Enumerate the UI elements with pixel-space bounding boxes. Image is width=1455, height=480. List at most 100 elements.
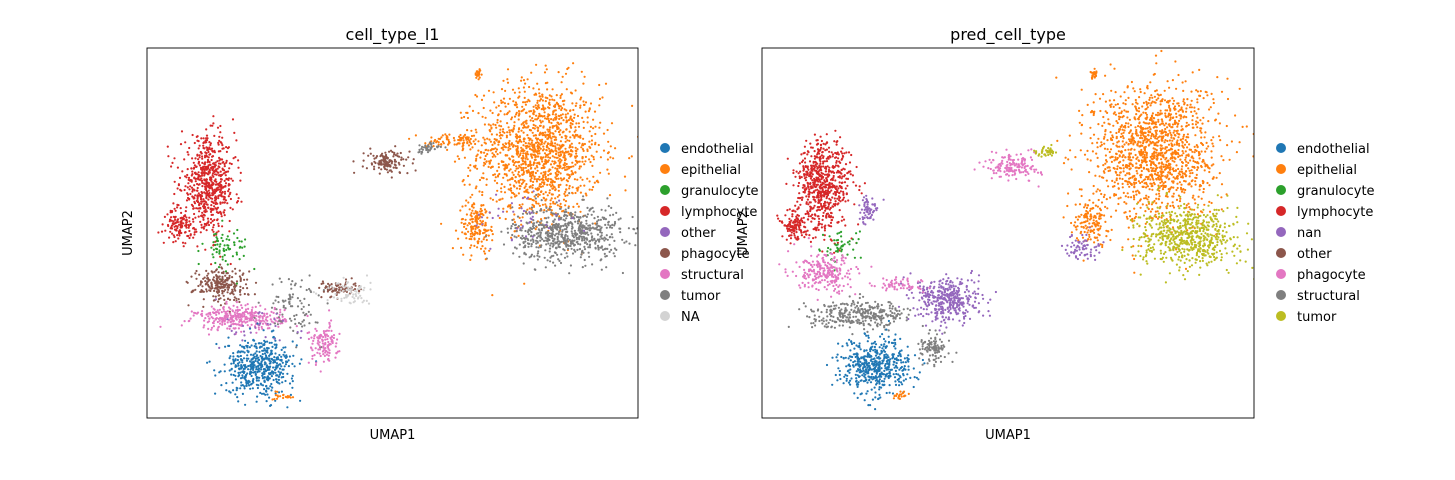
data-point (506, 179, 509, 182)
data-point (594, 240, 598, 243)
data-point (440, 222, 443, 225)
data-point (582, 215, 585, 218)
data-point (536, 101, 539, 104)
data-point (255, 365, 258, 368)
data-point (566, 194, 569, 197)
data-point (309, 289, 312, 292)
data-point (556, 143, 559, 146)
data-point (213, 179, 216, 182)
data-point (553, 234, 557, 237)
data-point (208, 191, 211, 195)
data-point (503, 131, 506, 134)
data-point (185, 199, 189, 202)
data-point (293, 284, 296, 287)
data-point (263, 368, 266, 371)
data-point (326, 358, 330, 361)
data-point (435, 141, 438, 144)
data-point (462, 139, 465, 142)
data-point (213, 218, 216, 221)
data-point (581, 157, 584, 160)
data-point (218, 281, 221, 284)
data-point (176, 219, 179, 222)
data-point (212, 311, 215, 315)
data-point (270, 330, 273, 333)
data-point (455, 143, 458, 146)
data-point (201, 161, 204, 164)
data-point (461, 231, 464, 234)
data-point (480, 176, 483, 179)
data-point (241, 361, 244, 364)
data-point (209, 153, 212, 156)
data-point (574, 231, 577, 234)
data-point (544, 203, 547, 206)
data-point (215, 313, 218, 316)
data-point (190, 275, 193, 278)
data-point (231, 179, 234, 182)
data-point (330, 319, 333, 322)
data-point (207, 173, 210, 176)
data-point (578, 248, 581, 251)
data-point (549, 178, 552, 181)
data-point (524, 142, 527, 145)
data-point (253, 267, 256, 271)
data-point (516, 215, 520, 218)
data-point (511, 176, 514, 179)
data-point (203, 202, 206, 205)
data-point (214, 261, 217, 265)
data-point (526, 150, 529, 153)
cluster-epithelial (408, 128, 511, 151)
data-point (243, 320, 246, 323)
data-point (549, 244, 552, 247)
data-point (1186, 133, 1189, 136)
data-point (498, 124, 501, 127)
data-point (539, 236, 543, 239)
data-point (533, 145, 536, 149)
data-point (570, 227, 574, 230)
data-point (555, 227, 558, 230)
data-point (526, 134, 529, 137)
data-point (204, 280, 207, 283)
data-point (481, 223, 484, 226)
data-point (509, 183, 512, 186)
data-point (582, 232, 585, 235)
data-point (554, 130, 557, 133)
data-point (529, 160, 532, 163)
data-point (388, 159, 391, 162)
data-point (369, 281, 372, 284)
data-point (604, 247, 607, 250)
data-point (549, 226, 553, 229)
data-point (227, 297, 230, 300)
data-point (384, 153, 388, 157)
data-point (347, 286, 350, 289)
data-point (205, 194, 208, 197)
data-point (217, 285, 220, 288)
data-point (261, 322, 265, 325)
data-point (580, 96, 583, 99)
data-point (607, 223, 610, 226)
data-point (292, 354, 295, 357)
data-point (1173, 143, 1176, 146)
data-point (181, 170, 184, 173)
data-point (324, 351, 327, 354)
data-point (225, 382, 228, 385)
data-point (230, 362, 233, 365)
data-point (231, 270, 234, 273)
data-point (503, 102, 506, 105)
data-point (169, 230, 172, 233)
data-point (326, 290, 329, 293)
data-point (550, 185, 553, 188)
data-point (240, 304, 243, 307)
data-point (466, 116, 470, 120)
data-point (505, 142, 508, 145)
data-point (556, 103, 560, 106)
data-point (544, 162, 547, 165)
data-point (446, 137, 449, 140)
data-point (219, 141, 222, 144)
data-point (362, 289, 365, 292)
data-point (538, 92, 541, 95)
data-point (544, 100, 547, 103)
data-point (285, 354, 288, 357)
data-point (549, 152, 552, 155)
data-point (582, 137, 585, 140)
data-point (520, 157, 523, 160)
